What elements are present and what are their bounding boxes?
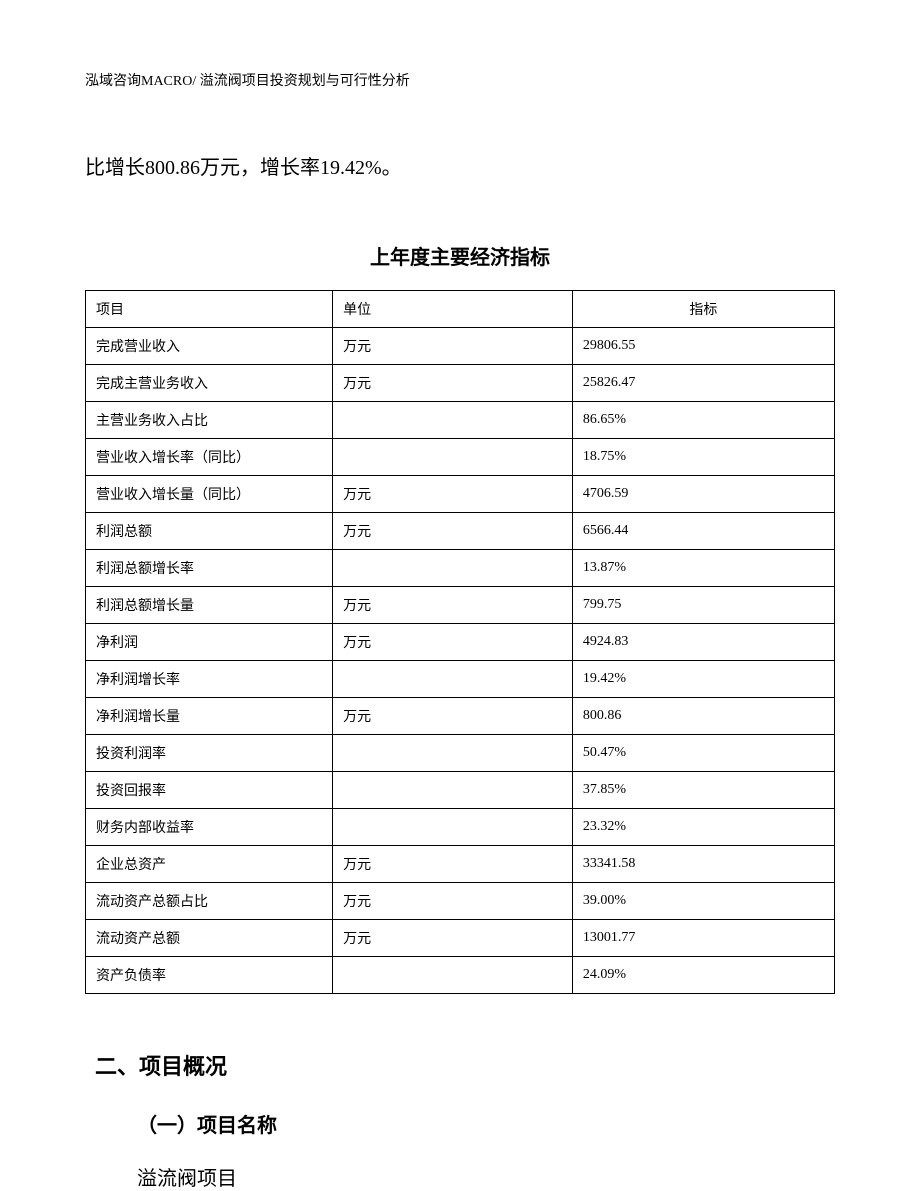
table-row: 投资回报率 37.85% [86,772,835,809]
table-cell: 主营业务收入占比 [86,402,333,439]
table-row: 投资利润率 50.47% [86,735,835,772]
table-cell: 万元 [333,624,573,661]
table-cell: 18.75% [572,439,834,476]
table-cell: 企业总资产 [86,846,333,883]
section-2-heading: 二、项目概况 [95,1049,835,1081]
table-cell: 利润总额增长量 [86,587,333,624]
table-row: 利润总额增长量万元799.75 [86,587,835,624]
table-cell: 万元 [333,476,573,513]
table-cell [333,661,573,698]
table-row: 利润总额增长率 13.87% [86,550,835,587]
table-cell: 利润总额 [86,513,333,550]
table-cell: 万元 [333,328,573,365]
table-cell: 净利润 [86,624,333,661]
table-cell: 万元 [333,513,573,550]
table-cell: 4924.83 [572,624,834,661]
table-cell: 万元 [333,587,573,624]
table-cell: 利润总额增长率 [86,550,333,587]
table-cell: 营业收入增长率（同比） [86,439,333,476]
economic-indicators-table: 项目 单位 指标 完成营业收入万元29806.55完成主营业务收入万元25826… [85,290,835,994]
table-header-row: 项目 单位 指标 [86,291,835,328]
table-row: 营业收入增长量（同比）万元4706.59 [86,476,835,513]
table-row: 营业收入增长率（同比） 18.75% [86,439,835,476]
table-cell: 23.32% [572,809,834,846]
table-cell: 流动资产总额占比 [86,883,333,920]
table-cell: 财务内部收益率 [86,809,333,846]
table-cell: 万元 [333,365,573,402]
table-cell: 净利润增长量 [86,698,333,735]
table-cell: 投资利润率 [86,735,333,772]
table-cell: 50.47% [572,735,834,772]
table-cell: 13001.77 [572,920,834,957]
table-row: 财务内部收益率 23.32% [86,809,835,846]
table-row: 主营业务收入占比 86.65% [86,402,835,439]
table-cell: 24.09% [572,957,834,994]
table-cell: 800.86 [572,698,834,735]
intro-paragraph: 比增长800.86万元，增长率19.42%。 [85,150,835,186]
table-row: 净利润万元4924.83 [86,624,835,661]
table-cell: 29806.55 [572,328,834,365]
table-row: 利润总额万元6566.44 [86,513,835,550]
table-cell: 资产负债率 [86,957,333,994]
table-cell: 799.75 [572,587,834,624]
table-cell: 4706.59 [572,476,834,513]
table-cell [333,402,573,439]
table-cell: 13.87% [572,550,834,587]
table-row: 资产负债率 24.09% [86,957,835,994]
table-cell [333,439,573,476]
table-cell: 万元 [333,698,573,735]
table-header-item: 项目 [86,291,333,328]
table-cell: 万元 [333,883,573,920]
table-cell: 86.65% [572,402,834,439]
table-cell [333,735,573,772]
table-header-value: 指标 [572,291,834,328]
table-cell: 营业收入增长量（同比） [86,476,333,513]
table-row: 流动资产总额占比万元39.00% [86,883,835,920]
section-2-1-heading: （一）项目名称 [137,1109,835,1138]
table-row: 净利润增长量万元800.86 [86,698,835,735]
page-header: 泓域咨询MACRO/ 溢流阀项目投资规划与可行性分析 [85,70,835,90]
table-cell: 37.85% [572,772,834,809]
table-cell: 完成主营业务收入 [86,365,333,402]
table-cell: 净利润增长率 [86,661,333,698]
table-cell: 万元 [333,846,573,883]
table-cell [333,772,573,809]
table-row: 企业总资产万元33341.58 [86,846,835,883]
table-cell [333,957,573,994]
table-cell: 25826.47 [572,365,834,402]
table-cell [333,550,573,587]
table-title: 上年度主要经济指标 [85,241,835,270]
table-cell: 6566.44 [572,513,834,550]
table-cell: 33341.58 [572,846,834,883]
table-row: 流动资产总额万元13001.77 [86,920,835,957]
table-cell: 流动资产总额 [86,920,333,957]
section-2-1-body: 溢流阀项目 [137,1162,835,1191]
table-cell: 完成营业收入 [86,328,333,365]
table-row: 完成主营业务收入万元25826.47 [86,365,835,402]
table-header-unit: 单位 [333,291,573,328]
table-row: 净利润增长率 19.42% [86,661,835,698]
table-row: 完成营业收入万元29806.55 [86,328,835,365]
table-cell: 19.42% [572,661,834,698]
table-cell: 39.00% [572,883,834,920]
table-cell: 投资回报率 [86,772,333,809]
table-cell [333,809,573,846]
table-cell: 万元 [333,920,573,957]
